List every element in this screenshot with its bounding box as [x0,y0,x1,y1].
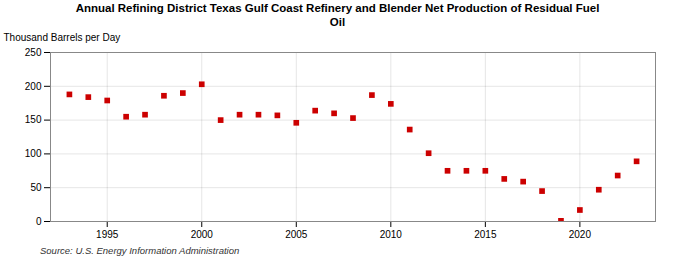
svg-text:2000: 2000 [191,228,214,239]
svg-text:2005: 2005 [285,228,308,239]
svg-text:0: 0 [36,215,42,226]
svg-text:2010: 2010 [380,228,403,239]
svg-text:250: 250 [25,46,42,57]
svg-text:2015: 2015 [474,228,497,239]
svg-text:100: 100 [25,148,42,159]
svg-text:50: 50 [30,181,42,192]
svg-text:200: 200 [25,80,42,91]
svg-text:Thousand Barrels per Day: Thousand Barrels per Day [4,31,121,42]
svg-text:2020: 2020 [569,228,592,239]
html-text:Source: U.S. Energy Informatio: Source: U.S. Energy Information Administ… [40,244,240,256]
svg-text:150: 150 [25,114,42,125]
svg-text:1995: 1995 [96,228,119,239]
html-text:Annual Refining District Texas: Annual Refining District Texas Gulf Coas… [75,2,600,28]
